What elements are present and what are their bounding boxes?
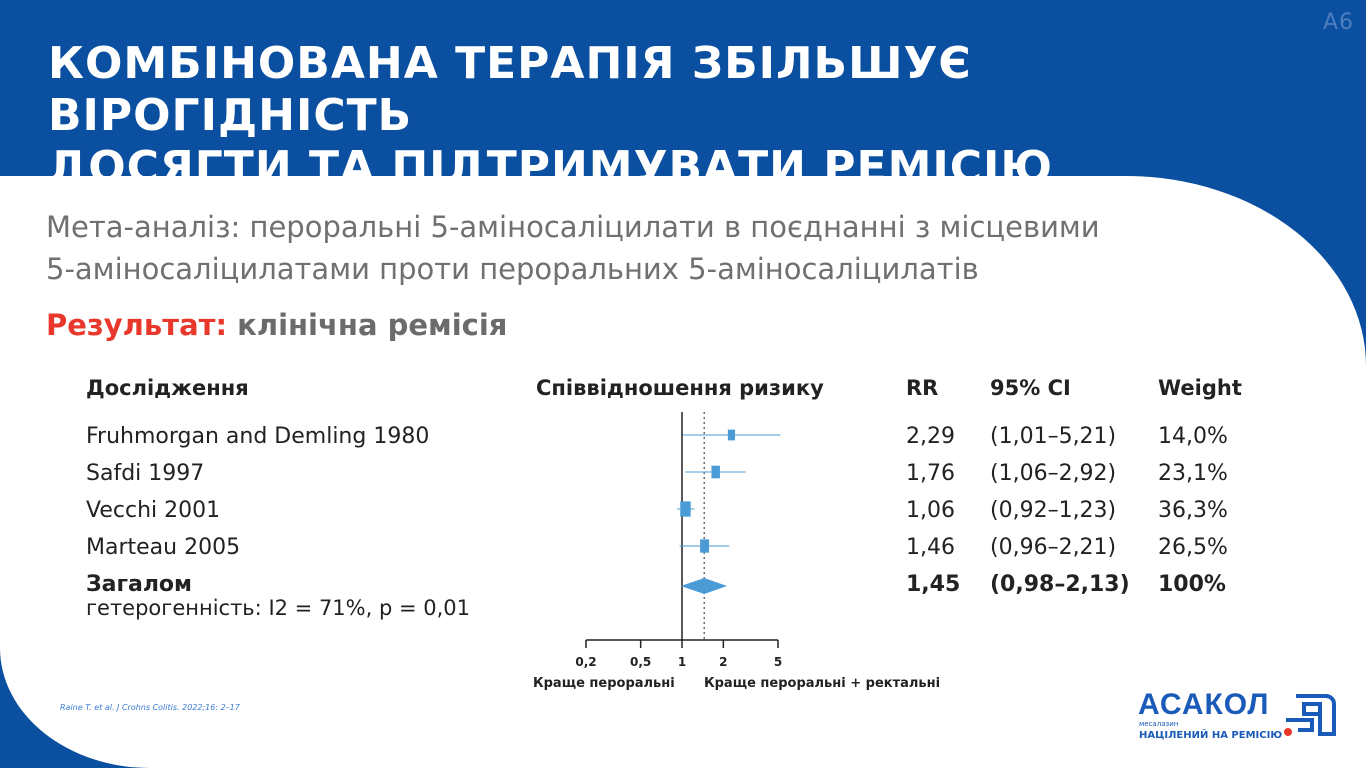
subtitle-line-2: 5-аміносаліцилатами проти пероральних 5-…	[46, 252, 979, 286]
overall-weight: 100%	[1158, 572, 1226, 597]
header-rr: RR	[906, 376, 939, 400]
study-rr: 2,29	[906, 424, 955, 449]
study-weight: 14,0%	[1158, 424, 1228, 449]
x-axis-tick-label: 2	[719, 655, 727, 669]
study-rr-marker	[700, 539, 710, 553]
slide-code: A6	[1322, 10, 1354, 35]
header-study: Дослідження	[86, 376, 249, 400]
header-weight: Weight	[1158, 376, 1242, 400]
header-ci: 95% CI	[990, 376, 1071, 400]
study-rr: 1,46	[906, 535, 955, 560]
result-heading: Результат: клінічна ремісія	[46, 308, 507, 342]
brand-logo: АСАКОЛ месалазин НАЦІЛЕНИЙ НА РЕМІСІЮ	[1136, 688, 1346, 758]
study-ci: (0,96–2,21)	[990, 535, 1117, 560]
intestine-icon	[1284, 694, 1336, 736]
study-rr: 1,06	[906, 498, 955, 523]
logo-tagline: НАЦІЛЕНИЙ НА РЕМІСІЮ	[1139, 730, 1283, 741]
study-weight: 36,3%	[1158, 498, 1228, 523]
content-panel	[0, 176, 1366, 768]
study-ci: (0,92–1,23)	[990, 498, 1117, 523]
x-axis-tick-label: 1	[678, 655, 686, 669]
study-weight: 26,5%	[1158, 535, 1228, 560]
overall-name: Загалом	[86, 572, 193, 597]
study-name: Fruhmorgan and Demling 1980	[86, 424, 430, 449]
overall-ci: (0,98–2,13)	[990, 572, 1130, 597]
study-name: Marteau 2005	[86, 535, 241, 560]
x-axis-tick-label: 0,5	[630, 655, 651, 669]
citation: Raine T. et al. J Crohns Colitis. 2022;1…	[60, 703, 240, 712]
favours-right-label: Краще пероральні + ректальні	[704, 676, 941, 691]
result-label: Результат:	[46, 308, 228, 342]
overall-diamond	[680, 578, 728, 594]
slide-title: КОМБІНОВАНА ТЕРАПІЯ ЗБІЛЬШУЄ ВІРОГІДНІСТ…	[48, 38, 1338, 194]
study-name: Vecchi 2001	[86, 498, 221, 523]
overall-rr: 1,45	[906, 572, 961, 597]
slide-title-line-1: КОМБІНОВАНА ТЕРАПІЯ ЗБІЛЬШУЄ ВІРОГІДНІСТ…	[48, 38, 972, 141]
heterogeneity-note: гетерогенність: I2 = 71%, p = 0,01	[86, 596, 470, 620]
logo-subtitle: месалазин	[1139, 720, 1179, 728]
result-value: клінічна ремісія	[237, 308, 508, 342]
subtitle-line-1: Мета-аналіз: пероральні 5-аміносаліцилат…	[46, 210, 1100, 244]
study-rr-marker	[711, 465, 720, 479]
logo-name: АСАКОЛ	[1138, 688, 1270, 721]
forest-plot: 0,2 0,5 1 2 5	[575, 412, 782, 669]
header-plot: Співвідношення ризику	[536, 376, 824, 400]
study-rr-marker	[680, 501, 691, 517]
study-weight: 23,1%	[1158, 461, 1228, 486]
x-axis-tick-label: 0,2	[575, 655, 596, 669]
x-axis-tick-label: 5	[774, 655, 782, 669]
subtitle: Мета-аналіз: пероральні 5-аміносаліцилат…	[46, 206, 1296, 290]
study-name: Safdi 1997	[86, 461, 205, 486]
favours-left-label: Краще пероральні	[533, 676, 675, 691]
study-rr: 1,76	[906, 461, 955, 486]
study-rr-marker	[727, 429, 735, 441]
study-ci: (1,01–5,21)	[990, 424, 1117, 449]
study-ci: (1,06–2,92)	[990, 461, 1117, 486]
